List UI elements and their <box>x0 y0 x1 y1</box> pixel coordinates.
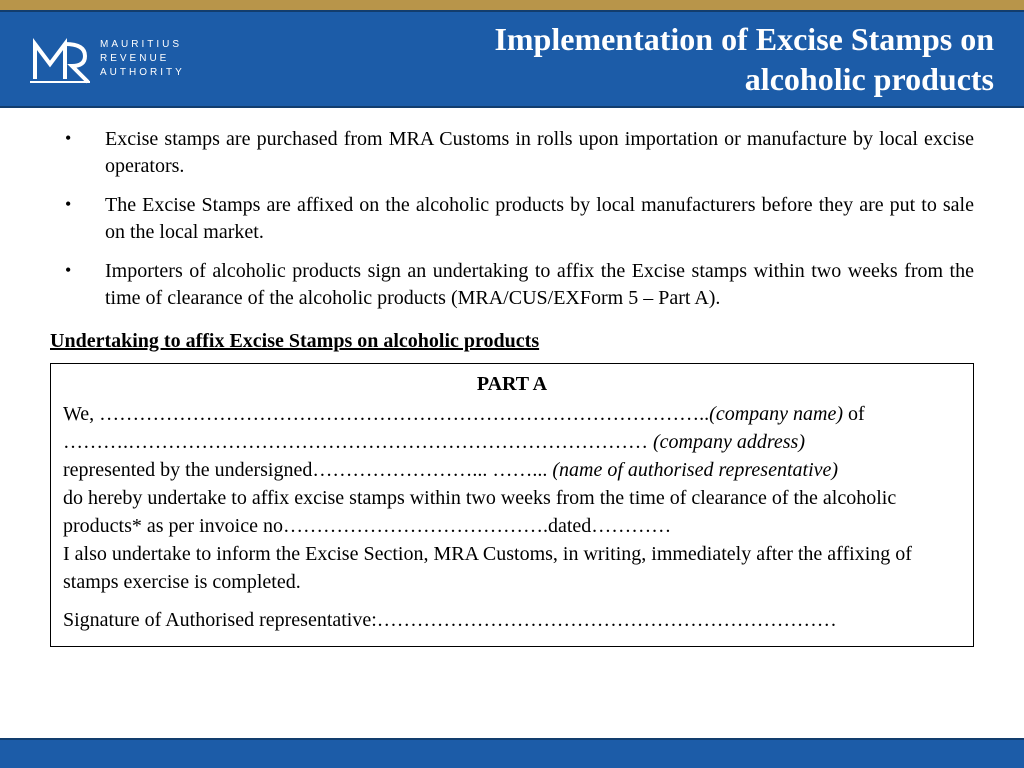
title-line-1: Implementation of Excise Stamps on <box>494 21 994 57</box>
form-body: We, ………………………………………………………………………………..(com… <box>63 400 961 596</box>
bullet-list: Excise stamps are purchased from MRA Cus… <box>50 126 974 312</box>
form-rep-name: (name of authorised representative) <box>552 459 838 481</box>
form-part-label: PART A <box>63 370 961 398</box>
header: MAURITIUS REVENUE AUTHORITY Implementati… <box>0 10 1024 108</box>
form-signature: Signature of Authorised representative:…… <box>63 606 961 634</box>
form-addr-dots: ……….…………………………………………………………………… <box>63 431 653 453</box>
top-gold-bar <box>0 0 1024 10</box>
form-box: PART A We, ……………………………………………………………………………… <box>50 363 974 647</box>
form-of: of <box>843 403 865 425</box>
form-company-address: (company address) <box>653 431 805 453</box>
bullet-item: The Excise Stamps are affixed on the alc… <box>50 192 974 246</box>
logo-line-3: AUTHORITY <box>100 66 185 80</box>
logo-text: MAURITIUS REVENUE AUTHORITY <box>100 38 185 80</box>
form-inform-text: I also undertake to inform the Excise Se… <box>63 543 912 593</box>
bullet-item: Importers of alcoholic products sign an … <box>50 258 974 312</box>
content-area: Excise stamps are purchased from MRA Cus… <box>0 108 1024 647</box>
mra-logo-icon <box>30 34 90 84</box>
logo-line-2: REVENUE <box>100 52 185 66</box>
slide-title: Implementation of Excise Stamps on alcoh… <box>185 19 1004 99</box>
bullet-item: Excise stamps are purchased from MRA Cus… <box>50 126 974 180</box>
form-body-text: do hereby undertake to affix excise stam… <box>63 487 896 537</box>
form-company-name: (company name) <box>709 403 843 425</box>
subheading: Undertaking to affix Excise Stamps on al… <box>50 330 974 353</box>
title-line-2: alcoholic products <box>745 61 994 97</box>
logo: MAURITIUS REVENUE AUTHORITY <box>30 34 185 84</box>
bottom-bar <box>0 738 1024 768</box>
form-rep-pre: represented by the undersigned……………………..… <box>63 459 552 481</box>
form-we: We, ……………………………………………………………………………….. <box>63 403 709 425</box>
logo-line-1: MAURITIUS <box>100 38 185 52</box>
